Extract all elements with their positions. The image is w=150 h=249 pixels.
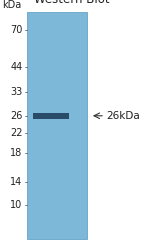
Text: 70: 70 [10,25,22,35]
Bar [27,12,87,239]
Text: 18: 18 [10,148,22,158]
Text: Western Blot: Western Blot [34,0,110,6]
Text: 26kDa: 26kDa [106,111,140,121]
Bar [33,113,69,119]
Text: 10: 10 [10,200,22,210]
Text: 26: 26 [10,111,22,121]
Text: 14: 14 [10,177,22,187]
Text: 22: 22 [10,128,22,138]
Text: kDa: kDa [2,0,21,10]
Text: 44: 44 [10,62,22,72]
Text: 33: 33 [10,87,22,97]
